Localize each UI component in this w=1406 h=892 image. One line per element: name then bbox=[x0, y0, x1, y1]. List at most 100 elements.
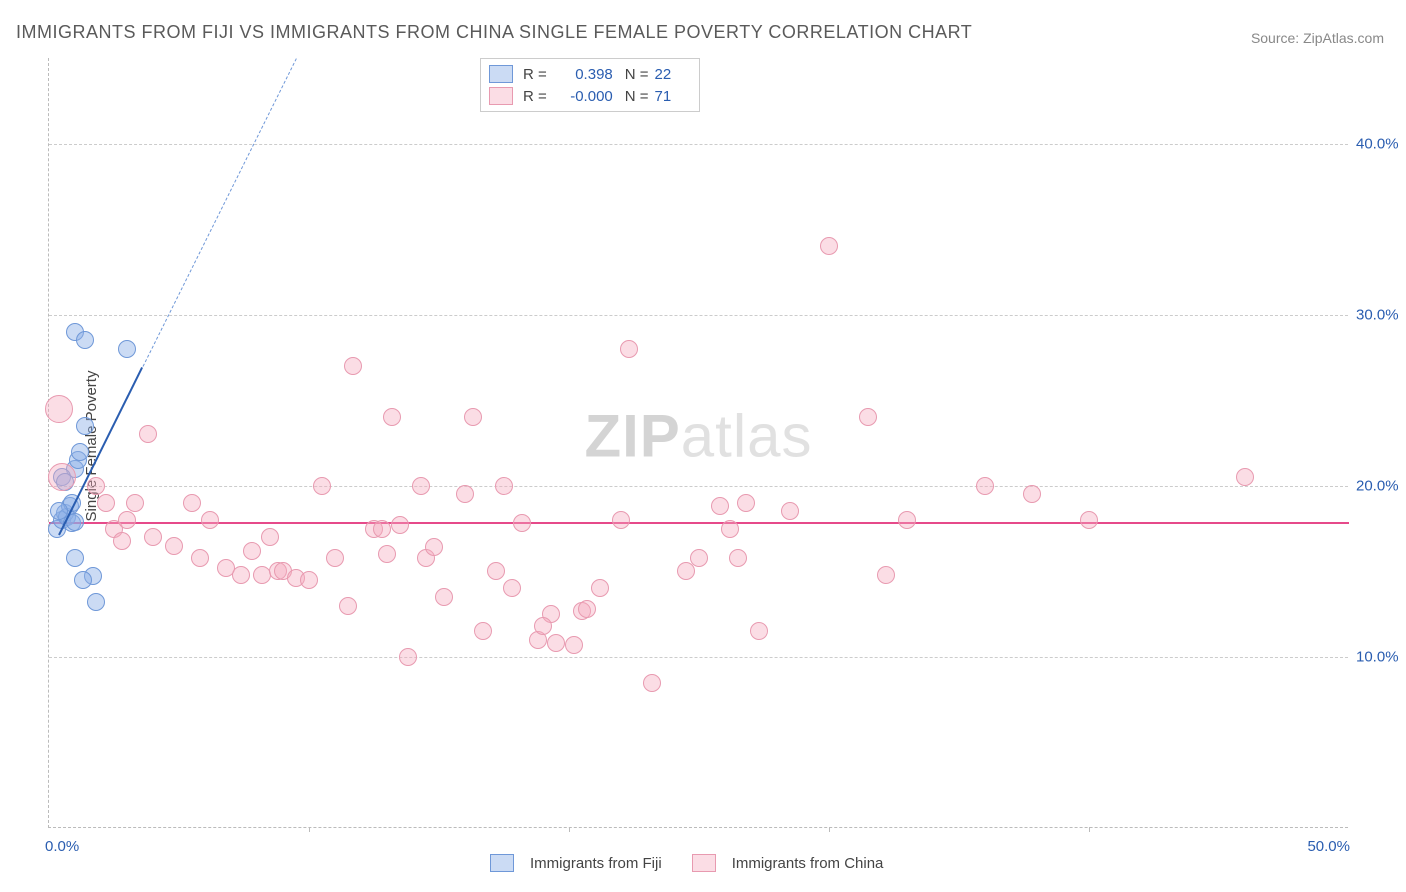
legend-n-value: 71 bbox=[655, 88, 689, 105]
legend-r-label: R = bbox=[523, 66, 547, 83]
data-point bbox=[97, 494, 115, 512]
data-point bbox=[45, 395, 73, 423]
data-point bbox=[737, 494, 755, 512]
data-point bbox=[217, 559, 235, 577]
data-point bbox=[729, 549, 747, 567]
data-point bbox=[877, 566, 895, 584]
gridline bbox=[49, 486, 1348, 487]
data-point bbox=[383, 408, 401, 426]
data-point bbox=[820, 237, 838, 255]
data-point bbox=[547, 634, 565, 652]
data-point bbox=[118, 340, 136, 358]
data-point bbox=[711, 497, 729, 515]
data-point bbox=[126, 494, 144, 512]
data-point bbox=[344, 357, 362, 375]
data-point bbox=[412, 477, 430, 495]
gridline bbox=[49, 315, 1348, 316]
data-point bbox=[76, 331, 94, 349]
data-point bbox=[144, 528, 162, 546]
data-point bbox=[66, 549, 84, 567]
legend-row: R =-0.000 N = 71 bbox=[489, 85, 689, 107]
data-point bbox=[1080, 511, 1098, 529]
data-point bbox=[435, 588, 453, 606]
legend-row: R =0.398 N = 22 bbox=[489, 63, 689, 85]
data-point bbox=[399, 648, 417, 666]
data-point bbox=[464, 408, 482, 426]
data-point bbox=[74, 571, 92, 589]
x-tick bbox=[1089, 827, 1090, 832]
y-tick-label: 10.0% bbox=[1356, 648, 1406, 665]
data-point bbox=[513, 514, 531, 532]
data-point bbox=[976, 477, 994, 495]
data-point bbox=[118, 511, 136, 529]
data-point bbox=[76, 417, 94, 435]
data-point bbox=[191, 549, 209, 567]
data-point bbox=[113, 532, 131, 550]
data-point bbox=[87, 593, 105, 611]
legend-n-value: 22 bbox=[655, 66, 689, 83]
legend-swatch bbox=[489, 87, 513, 105]
x-tick bbox=[569, 827, 570, 832]
data-point bbox=[378, 545, 396, 563]
legend-swatch bbox=[490, 854, 514, 872]
y-tick-label: 40.0% bbox=[1356, 135, 1406, 152]
legend-item: Immigrants from China bbox=[692, 854, 884, 872]
data-point bbox=[391, 516, 409, 534]
x-tick bbox=[829, 827, 830, 832]
legend-item: Immigrants from Fiji bbox=[490, 854, 662, 872]
data-point bbox=[1236, 468, 1254, 486]
legend-series-name: Immigrants from China bbox=[732, 855, 884, 872]
data-point bbox=[690, 549, 708, 567]
data-point bbox=[261, 528, 279, 546]
data-point bbox=[71, 443, 89, 461]
data-point bbox=[373, 520, 391, 538]
legend-n-label: N = bbox=[625, 66, 649, 83]
data-point bbox=[1023, 485, 1041, 503]
legend-r-value: 0.398 bbox=[547, 66, 613, 83]
legend-swatch bbox=[489, 65, 513, 83]
data-point bbox=[750, 622, 768, 640]
data-point bbox=[677, 562, 695, 580]
y-tick-label: 20.0% bbox=[1356, 477, 1406, 494]
y-tick-label: 30.0% bbox=[1356, 306, 1406, 323]
scatter-plot-area: ZIPatlas 10.0%20.0%30.0%40.0%0.0%50.0% bbox=[48, 58, 1348, 828]
data-point bbox=[487, 562, 505, 580]
data-point bbox=[578, 600, 596, 618]
data-point bbox=[612, 511, 630, 529]
legend-swatch bbox=[692, 854, 716, 872]
data-point bbox=[232, 566, 250, 584]
x-tick bbox=[309, 827, 310, 832]
data-point bbox=[898, 511, 916, 529]
data-point bbox=[620, 340, 638, 358]
legend-series-name: Immigrants from Fiji bbox=[530, 855, 662, 872]
data-point bbox=[326, 549, 344, 567]
data-point bbox=[183, 494, 201, 512]
data-point bbox=[300, 571, 318, 589]
data-point bbox=[495, 477, 513, 495]
watermark: ZIPatlas bbox=[584, 401, 812, 470]
data-point bbox=[565, 636, 583, 654]
data-point bbox=[781, 502, 799, 520]
source-attribution: Source: ZipAtlas.com bbox=[1251, 30, 1384, 46]
x-tick-min: 0.0% bbox=[45, 838, 79, 855]
legend-n-label: N = bbox=[625, 88, 649, 105]
data-point bbox=[165, 537, 183, 555]
data-point bbox=[643, 674, 661, 692]
data-point bbox=[859, 408, 877, 426]
regression-line bbox=[142, 58, 296, 366]
chart-title: IMMIGRANTS FROM FIJI VS IMMIGRANTS FROM … bbox=[16, 22, 972, 43]
data-point bbox=[48, 463, 76, 491]
data-point bbox=[474, 622, 492, 640]
data-point bbox=[503, 579, 521, 597]
regression-line bbox=[49, 522, 1349, 524]
chart-container: IMMIGRANTS FROM FIJI VS IMMIGRANTS FROM … bbox=[0, 0, 1406, 892]
x-tick-max: 50.0% bbox=[1307, 838, 1350, 855]
data-point bbox=[425, 538, 443, 556]
data-point bbox=[87, 477, 105, 495]
data-point bbox=[243, 542, 261, 560]
data-point bbox=[534, 617, 552, 635]
legend-r-label: R = bbox=[523, 88, 547, 105]
data-point bbox=[139, 425, 157, 443]
legend-r-value: -0.000 bbox=[547, 88, 613, 105]
gridline bbox=[49, 657, 1348, 658]
